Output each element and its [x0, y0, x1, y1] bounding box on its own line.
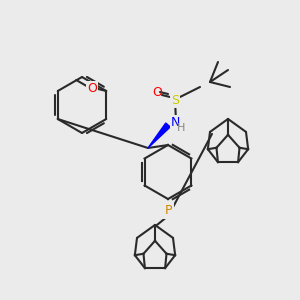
Text: P: P — [164, 205, 172, 218]
Text: S: S — [171, 94, 179, 106]
Text: O: O — [152, 85, 162, 98]
Text: O: O — [87, 82, 97, 95]
Polygon shape — [148, 123, 170, 148]
Text: H: H — [177, 123, 185, 133]
Text: P: P — [164, 205, 172, 218]
Text: N: N — [171, 116, 180, 130]
